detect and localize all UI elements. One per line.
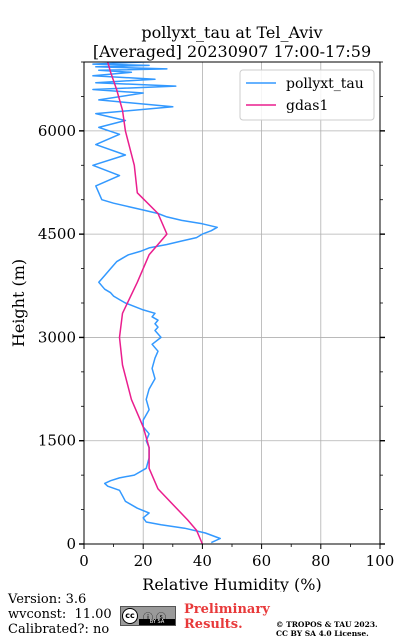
- x-tick-label: 60: [252, 552, 271, 570]
- y-tick-label: 1500: [38, 432, 76, 450]
- y-tick-label: 6000: [38, 122, 76, 140]
- legend-label-gdas1: gdas1: [286, 98, 328, 114]
- copyright-line2: CC BY SA 4.0 License.: [276, 629, 369, 638]
- legend: pollyxt_tau gdas1: [239, 69, 375, 121]
- grid: [83, 62, 381, 545]
- series-line-pollyxt_tau: [92, 62, 221, 544]
- x-tick-label: 80: [311, 552, 330, 570]
- preliminary-note: Preliminary Results.: [184, 602, 270, 632]
- axes: 0 20 40 60 80 100 0 1500 3000 4500 6000: [38, 61, 395, 570]
- preliminary-line2: Results.: [184, 617, 243, 632]
- y-tick-label: 4500: [38, 225, 76, 243]
- x-axis-label: Relative Humidity (%): [142, 575, 321, 592]
- chart: 0 20 40 60 80 100 0 1500 3000 4500 6000 pollyxt_ta…: [9, 23, 395, 592]
- preliminary-line1: Preliminary: [184, 602, 270, 617]
- copyright-note: © TROPOS & TAU 2023. CC BY SA 4.0 Licens…: [276, 620, 378, 638]
- plot-frame: [83, 61, 381, 545]
- cc-license-icon: cc ⓘ ⓢ BY SA: [120, 606, 176, 626]
- plot-lines: [92, 62, 221, 544]
- version-text: Version: 3.6: [8, 592, 87, 607]
- y-tick-label: 3000: [38, 328, 76, 346]
- meta-info: Version: 3.6 wvconst: 11.00 Calibrated?:…: [8, 592, 112, 637]
- wvconst-text: wvconst: 11.00: [8, 607, 112, 622]
- legend-label-pollyxt: pollyxt_tau: [286, 76, 364, 92]
- chart-subtitle: [Averaged] 20230907 17:00-17:59: [93, 42, 371, 61]
- series-line-gdas1: [106, 62, 204, 544]
- calibrated-text: Calibrated?: no: [8, 622, 110, 637]
- chart-title: pollyxt_tau at Tel_Aviv: [141, 23, 322, 42]
- x-tick-label: 100: [366, 552, 395, 570]
- y-tick-label: 0: [66, 535, 76, 553]
- x-tick-label: 0: [79, 552, 89, 570]
- y-axis-label: Height (m): [9, 259, 28, 347]
- x-tick-label: 20: [134, 552, 153, 570]
- x-tick-label: 40: [193, 552, 212, 570]
- copyright-line1: © TROPOS & TAU 2023.: [276, 620, 378, 629]
